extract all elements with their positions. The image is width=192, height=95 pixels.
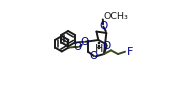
Text: H: H [95, 44, 103, 54]
Text: F: F [127, 47, 133, 57]
Text: O: O [90, 51, 98, 61]
Text: OCH₃: OCH₃ [103, 12, 128, 21]
Text: O: O [99, 21, 108, 30]
Text: O: O [74, 42, 82, 52]
Text: O: O [103, 41, 111, 51]
Text: O: O [80, 37, 88, 47]
